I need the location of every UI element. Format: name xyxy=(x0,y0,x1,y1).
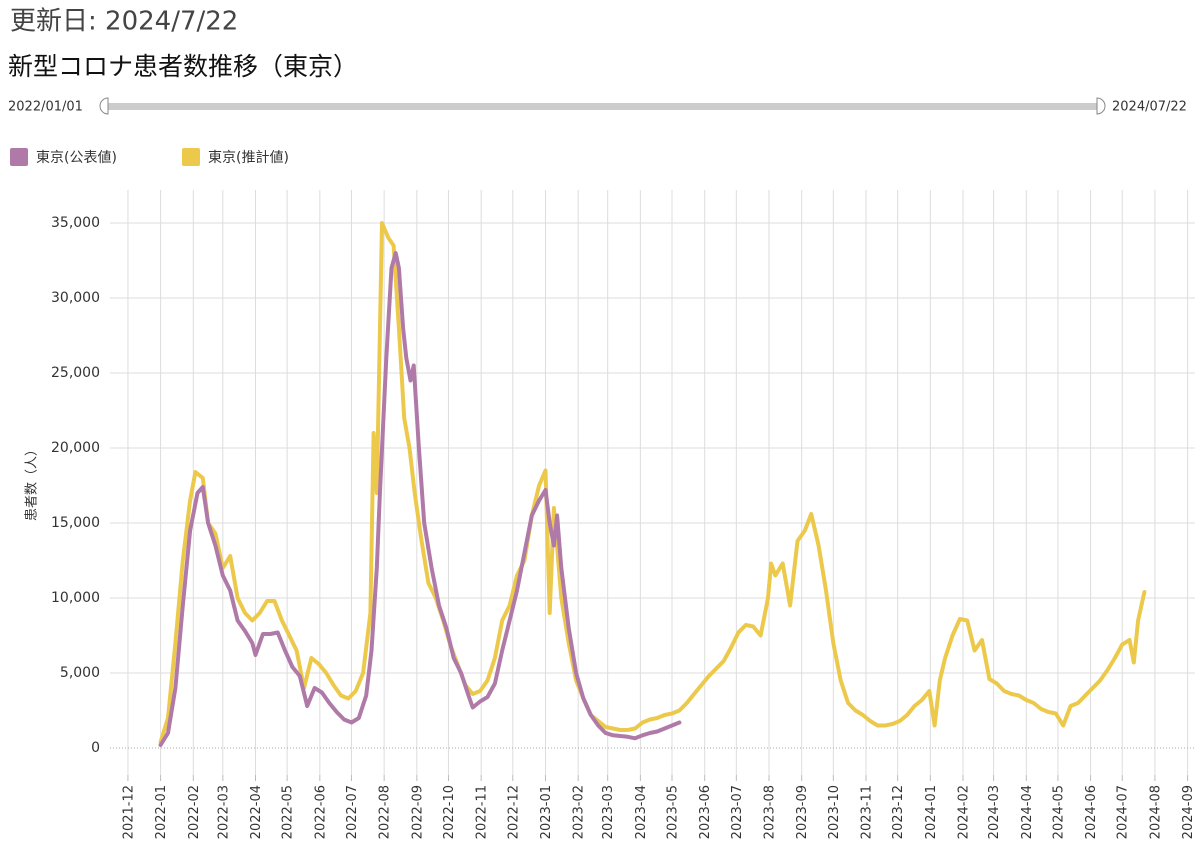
y-axis-title: 患者数（人） xyxy=(25,443,40,521)
x-tick-label: 2023-03 xyxy=(601,785,616,839)
x-tick-label: 2024-03 xyxy=(987,785,1002,839)
y-tick-label: 0 xyxy=(91,740,100,756)
update-date: 更新日: 2024/7/22 xyxy=(10,7,238,37)
x-tick-label: 2022-10 xyxy=(442,785,457,839)
series-line xyxy=(158,251,682,747)
legend-swatch xyxy=(182,148,200,166)
legend-swatch xyxy=(10,148,28,166)
x-tick-label: 2024-01 xyxy=(924,785,939,839)
x-tick-label: 2023-10 xyxy=(827,785,842,839)
x-tick-label: 2022-04 xyxy=(249,785,264,839)
legend-label: 東京(公表値) xyxy=(36,150,117,166)
x-tick-label: 2022-02 xyxy=(187,785,202,839)
x-tick-label: 2024-08 xyxy=(1148,785,1163,839)
slider-track[interactable] xyxy=(102,103,1102,110)
x-tick-label: 2023-02 xyxy=(572,785,587,839)
x-tick-label: 2022-06 xyxy=(313,785,328,839)
x-tick-label: 2022-03 xyxy=(216,785,231,839)
y-tick-label: 20,000 xyxy=(51,440,100,456)
x-tick-label: 2024-02 xyxy=(957,785,972,839)
y-tick-label: 35,000 xyxy=(51,215,100,231)
y-tick-label: 10,000 xyxy=(51,590,100,606)
x-tick-label: 2023-05 xyxy=(666,785,681,839)
y-tick-label: 25,000 xyxy=(51,365,100,381)
x-tick-label: 2023-12 xyxy=(891,785,906,839)
legend-label: 東京(推計値) xyxy=(208,150,289,166)
x-tick-label: 2022-08 xyxy=(378,785,393,839)
x-tick-label: 2023-07 xyxy=(730,785,745,839)
x-tick-label: 2022-11 xyxy=(475,785,490,839)
x-tick-label: 2022-09 xyxy=(410,785,425,839)
chart-title: 新型コロナ患者数推移（東京） xyxy=(8,52,358,81)
x-tick-label: 2024-06 xyxy=(1084,785,1099,839)
x-tick-label: 2022-05 xyxy=(281,785,296,839)
x-tick-label: 2024-07 xyxy=(1116,785,1131,839)
slider-start-label: 2022/01/01 xyxy=(8,100,83,115)
x-tick-label: 2022-12 xyxy=(506,785,521,839)
x-tick-label: 2023-06 xyxy=(698,785,713,839)
x-tick-label: 2023-09 xyxy=(795,785,810,839)
x-tick-label: 2023-04 xyxy=(634,785,649,839)
x-tick-label: 2023-01 xyxy=(539,785,554,839)
x-tick-label: 2023-11 xyxy=(860,785,875,839)
series-line xyxy=(158,221,1147,744)
x-tick-label: 2024-09 xyxy=(1181,785,1196,839)
slider-handle-start[interactable] xyxy=(99,97,109,115)
x-tick-label: 2022-07 xyxy=(345,785,360,839)
x-tick-label: 2024-05 xyxy=(1051,785,1066,839)
slider-end-label: 2024/07/22 xyxy=(1112,100,1187,115)
y-tick-label: 15,000 xyxy=(51,515,100,531)
slider-handle-end[interactable] xyxy=(1096,97,1106,115)
x-tick-label: 2022-01 xyxy=(154,785,169,839)
y-tick-label: 5,000 xyxy=(60,665,100,681)
x-tick-label: 2024-04 xyxy=(1020,785,1035,839)
x-tick-label: 2023-08 xyxy=(763,785,778,839)
y-tick-label: 30,000 xyxy=(51,290,100,306)
x-tick-label: 2021-12 xyxy=(121,785,136,839)
